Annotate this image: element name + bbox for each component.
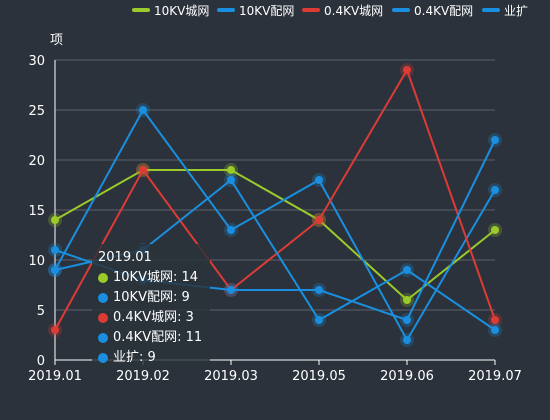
legend-item: 10KV配网	[217, 4, 294, 18]
data-point	[403, 66, 411, 74]
series-line	[54, 108, 496, 343]
data-point	[403, 266, 411, 274]
data-point	[227, 286, 235, 294]
data-point	[51, 326, 59, 334]
data-point	[51, 216, 59, 224]
y-tick-label: 30	[28, 54, 45, 69]
legend-swatch-icon	[482, 8, 500, 12]
legend-label: 0.4KV配网	[414, 4, 473, 18]
y-tick-label: 20	[28, 154, 45, 169]
x-tick-label: 2019.07	[468, 369, 522, 384]
tooltip-row: 10KV城网: 14	[96, 268, 206, 288]
data-point	[403, 296, 411, 304]
tooltip: 2019.01 10KV城网: 14 10KV配网: 9 0.4KV城网: 3 …	[92, 244, 210, 370]
legend-label: 业扩	[504, 4, 528, 18]
tooltip-marker-icon	[98, 353, 108, 363]
data-point	[227, 226, 235, 234]
y-tick-label: 0	[37, 354, 45, 369]
data-point	[491, 316, 499, 324]
y-tick-label: 15	[28, 204, 45, 219]
x-tick-label: 2019.01	[28, 369, 82, 384]
data-point	[315, 286, 323, 294]
legend-label: 10KV城网	[154, 4, 209, 18]
x-tick-label: 2019.02	[116, 369, 170, 384]
tooltip-row-label: 0.4KV配网: 11	[113, 330, 203, 345]
legend-label: 0.4KV城网	[324, 4, 383, 18]
x-tick-label: 2019.05	[292, 369, 346, 384]
data-point	[139, 106, 147, 114]
legend-item: 0.4KV城网	[302, 4, 383, 18]
legend-swatch-icon	[302, 8, 320, 12]
x-tick-label: 2019.06	[380, 369, 434, 384]
y-axis-unit-label: 项	[50, 33, 63, 48]
legend: 10KV城网 10KV配网 0.4KV城网 0.4KV配网 业扩	[132, 4, 528, 18]
tooltip-row: 10KV配网: 9	[96, 288, 206, 308]
legend-swatch-icon	[392, 8, 410, 12]
tooltip-row: 业扩: 9	[96, 348, 206, 368]
tooltip-row-label: 10KV配网: 9	[113, 290, 190, 305]
data-point	[51, 266, 59, 274]
tooltip-marker-icon	[98, 293, 108, 303]
data-point	[403, 336, 411, 344]
y-tick-label: 25	[28, 104, 45, 119]
data-point	[491, 226, 499, 234]
y-tick-label: 5	[37, 304, 45, 319]
legend-swatch-icon	[217, 8, 235, 12]
legend-item: 10KV城网	[132, 4, 209, 18]
tooltip-marker-icon	[98, 333, 108, 343]
series-line	[54, 67, 496, 331]
data-point	[491, 326, 499, 334]
legend-item: 0.4KV配网	[392, 4, 473, 18]
y-tick-label: 10	[28, 254, 45, 269]
legend-item: 业扩	[482, 4, 528, 18]
legend-label: 10KV配网	[239, 4, 294, 18]
data-point	[227, 166, 235, 174]
data-point	[315, 176, 323, 184]
data-point	[139, 166, 147, 174]
tooltip-row-label: 业扩: 9	[113, 350, 156, 365]
series-2	[48, 103, 502, 347]
legend-swatch-icon	[132, 8, 150, 12]
data-point	[315, 216, 323, 224]
data-point	[227, 176, 235, 184]
data-point	[491, 186, 499, 194]
data-point	[491, 136, 499, 144]
tooltip-marker-icon	[98, 273, 108, 283]
data-point	[51, 246, 59, 254]
tooltip-row: 0.4KV配网: 11	[96, 328, 206, 348]
data-point	[403, 316, 411, 324]
tooltip-row: 0.4KV城网: 3	[96, 308, 206, 328]
tooltip-row-label: 10KV城网: 14	[113, 270, 199, 285]
x-tick-label: 2019.03	[204, 369, 258, 384]
tooltip-title: 2019.01	[98, 250, 152, 265]
tooltip-row-label: 0.4KV城网: 3	[113, 310, 194, 325]
tooltip-marker-icon	[98, 313, 108, 323]
data-point	[315, 316, 323, 324]
